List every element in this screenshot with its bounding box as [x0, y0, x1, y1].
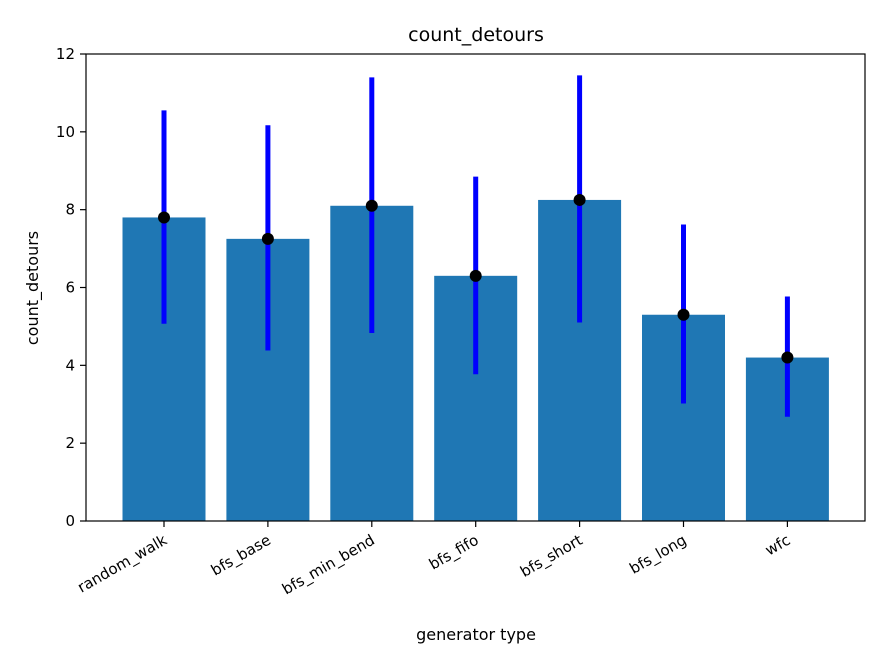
y-tick-label: 4 — [65, 356, 75, 374]
y-tick-label: 10 — [56, 123, 75, 141]
x-tick-label-bfs_base: bfs_base — [208, 531, 275, 580]
mean-marker-bfs_fifo — [469, 269, 482, 282]
mean-marker-bfs_min_bend — [365, 199, 378, 212]
x-tick-label-bfs_fifo: bfs_fifo — [426, 531, 482, 574]
y-tick-label: 6 — [65, 279, 75, 297]
y-tick-label: 0 — [65, 512, 75, 530]
mean-marker-random_walk — [158, 211, 170, 224]
markers-layer — [158, 193, 794, 364]
y-axis-label: count_detours — [23, 231, 43, 345]
y-tick-label: 12 — [56, 45, 75, 63]
mean-marker-wfc — [781, 351, 794, 364]
x-tick-label-bfs_short: bfs_short — [517, 531, 586, 582]
x-tick-label-bfs_long: bfs_long — [626, 531, 690, 579]
y-tick-label: 8 — [65, 201, 75, 219]
chart-title: count_detours — [408, 24, 544, 46]
mean-marker-bfs_short — [573, 193, 586, 206]
x-tick-label-random_walk: random_walk — [74, 531, 170, 598]
y-tick-label: 2 — [65, 434, 75, 452]
x-axis-label: generator type — [416, 625, 536, 644]
mean-marker-bfs_long — [677, 308, 690, 321]
x-tick-label-wfc: wfc — [762, 531, 793, 559]
x-axis-ticks: random_walk bfs_base bfs_min_bend bfs_fifo b… — [74, 521, 793, 599]
y-axis-ticks: 0 2 4 6 8 10 12 — [56, 45, 86, 530]
mean-marker-bfs_base — [261, 232, 274, 245]
x-tick-label-bfs_min_bend: bfs_min_bend — [279, 531, 378, 599]
